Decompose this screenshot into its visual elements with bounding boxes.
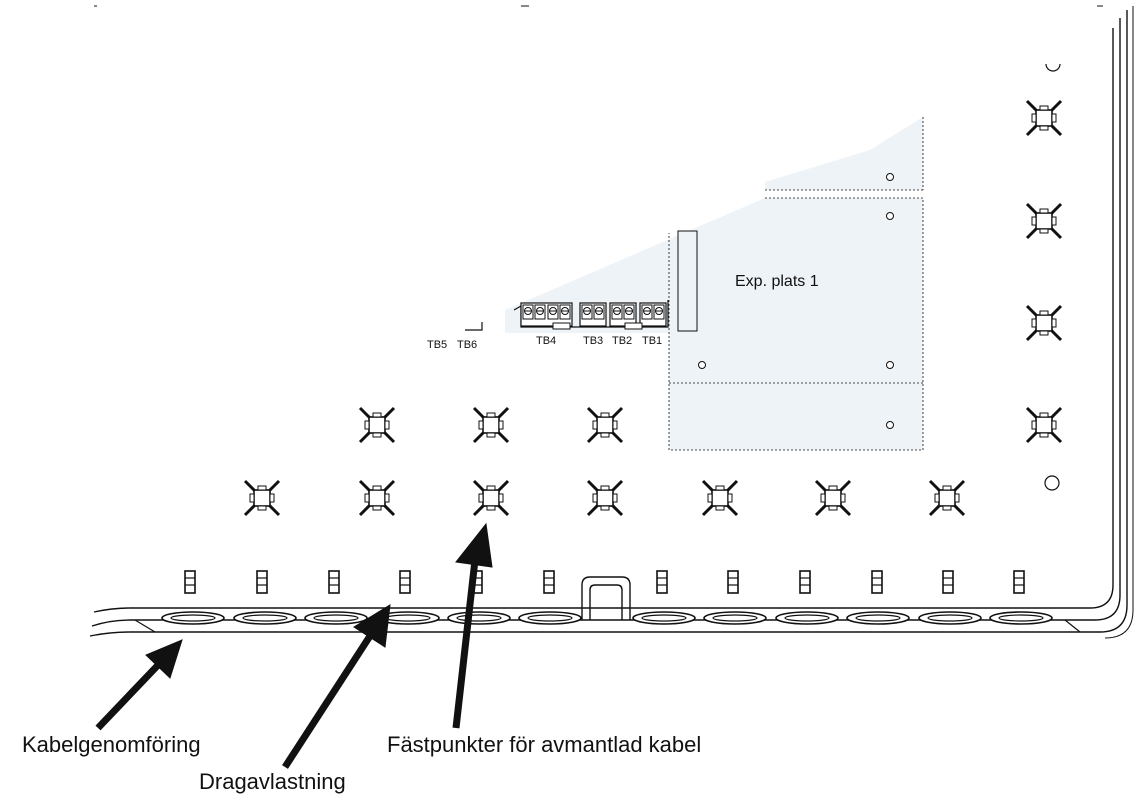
clamp: [871, 570, 883, 594]
tie-point: [586, 406, 624, 444]
clamp: [256, 570, 268, 594]
grommet: [161, 611, 225, 625]
clamp: [543, 570, 555, 594]
tie-point: [701, 479, 739, 517]
grommet: [632, 611, 696, 625]
tie-point: [1025, 99, 1063, 137]
clamp: [184, 570, 196, 594]
tb3-label: TB3: [583, 335, 603, 347]
grommet: [518, 611, 582, 625]
mounting-holes: [1044, 63, 1061, 491]
clamp: [1013, 570, 1025, 594]
tb6-label: TB6: [457, 339, 477, 351]
grommet: [846, 611, 910, 625]
clamp: [942, 570, 954, 594]
callout-arrows: [95, 522, 493, 769]
tb5-label: TB5: [427, 339, 447, 351]
grommet: [447, 611, 511, 625]
grommet: [304, 611, 368, 625]
arrow-strain-relief: [282, 634, 373, 769]
tie-point: [586, 479, 624, 517]
tb1-label: TB1: [642, 335, 662, 347]
arrow-stripped-cable: [452, 559, 479, 729]
expansion-slot-label: Exp. plats 1: [735, 273, 819, 290]
tie-point: [358, 479, 396, 517]
tie-point: [472, 479, 510, 517]
grommet: [918, 611, 982, 625]
grommet: [989, 611, 1053, 625]
tie-point: [358, 406, 396, 444]
expansion-board: Exp. plats 1: [505, 117, 924, 451]
tie-point: [814, 479, 852, 517]
clamp: [656, 570, 668, 594]
tie-point: [1025, 406, 1063, 444]
clamp: [727, 570, 739, 594]
cable-grommets: [161, 611, 1053, 625]
arrow-cable-entry: [95, 660, 163, 731]
grommet: [233, 611, 297, 625]
tie-point: [1025, 202, 1063, 240]
callout-stripped-cable-points: Fästpunkter för avmantlad kabel: [387, 732, 701, 757]
strain-relief-clamps: [184, 570, 1025, 594]
clamp: [328, 570, 340, 594]
callout-strain-relief: Dragavlastning: [199, 769, 346, 794]
tie-point: [472, 406, 510, 444]
grommet: [775, 611, 839, 625]
center-bracket: [581, 576, 631, 620]
enclosure-outline: [89, 6, 1134, 639]
tie-point: [1025, 304, 1063, 342]
tie-point: [243, 479, 281, 517]
clamp: [799, 570, 811, 594]
tb2-label: TB2: [612, 335, 632, 347]
grommet: [703, 611, 767, 625]
terminal-blocks: TB5 TB6 TB4 TB3 TB2 TB1: [427, 300, 669, 351]
tie-point: [928, 479, 966, 517]
tb4-label: TB4: [536, 335, 556, 347]
callout-cable-entry: Kabelgenomföring: [22, 732, 201, 757]
clamp: [399, 570, 411, 594]
